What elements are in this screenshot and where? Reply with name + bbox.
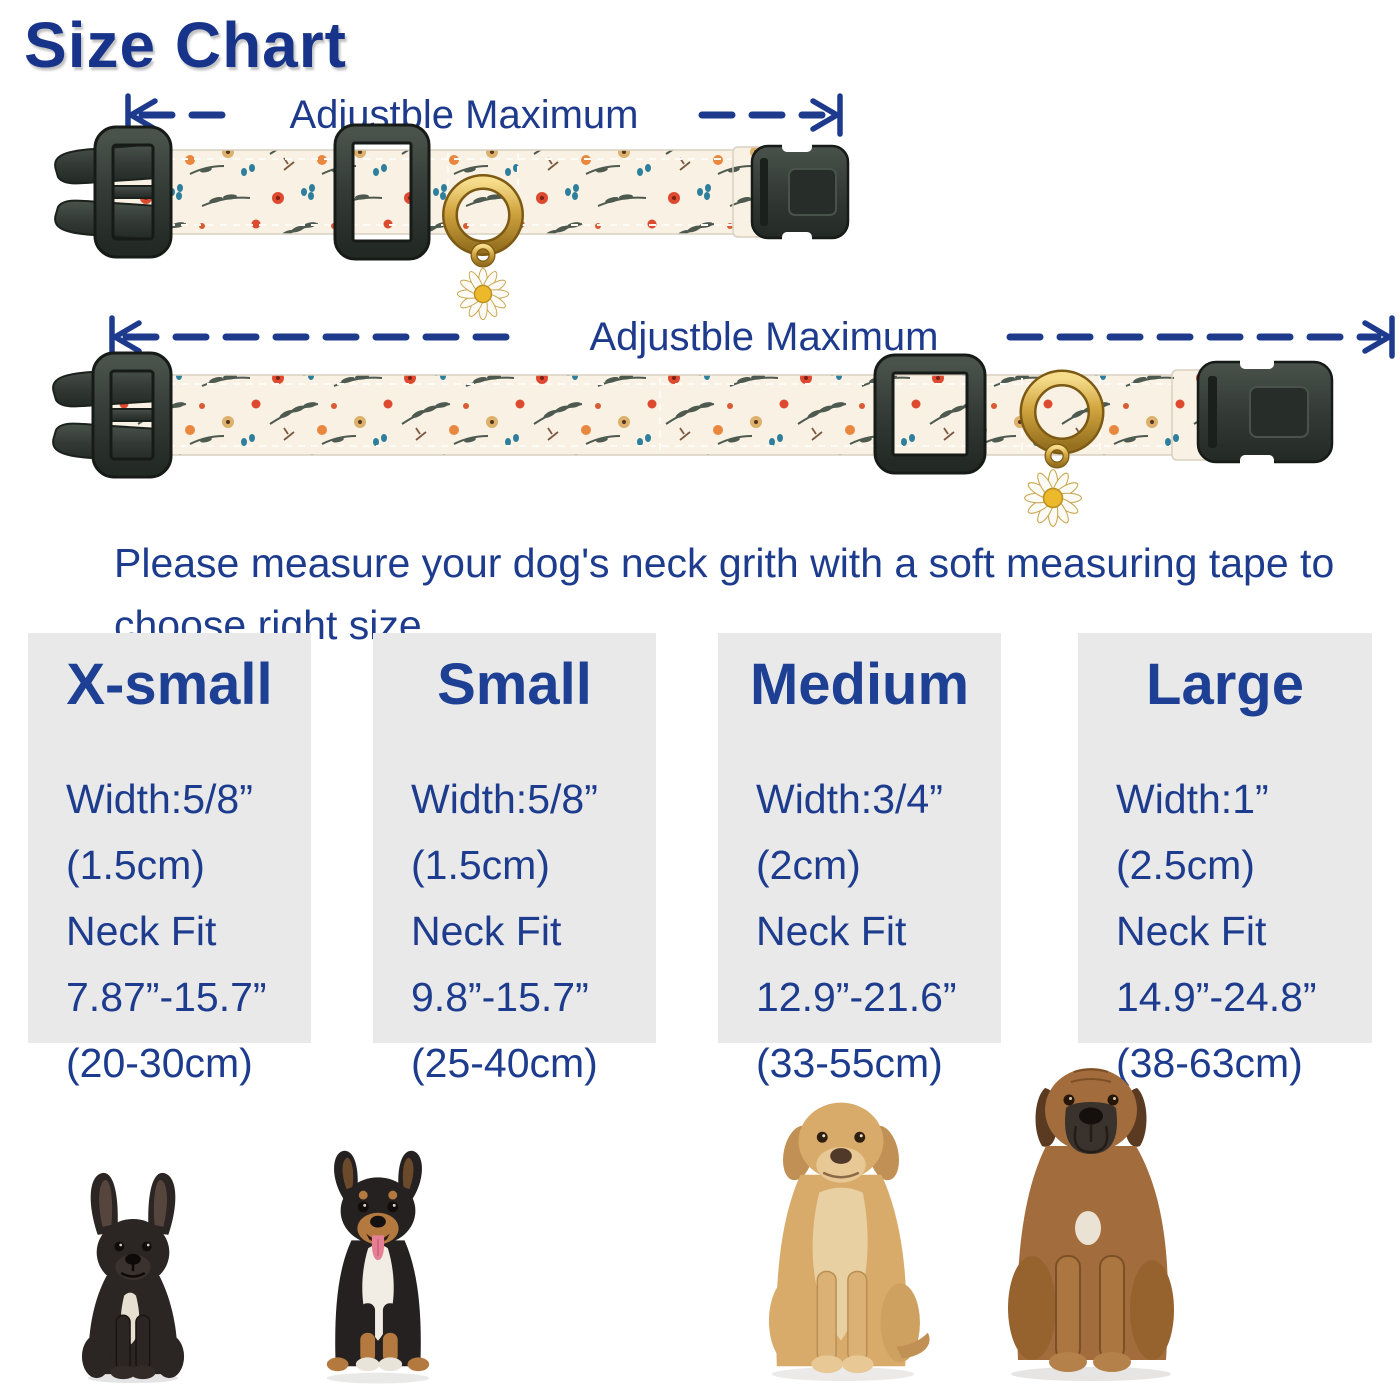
daisy-charm-icon — [456, 267, 510, 321]
spec-line: Width:5/8” — [66, 776, 253, 822]
labrador-photo — [768, 1102, 930, 1382]
buckle-housing-large — [1196, 356, 1334, 468]
spec-line: (33-55cm) — [756, 1040, 943, 1086]
gold-ring-large — [1019, 369, 1105, 469]
spec-line: 7.87”-15.7” — [66, 974, 267, 1020]
spec-line: (25-40cm) — [411, 1040, 598, 1086]
buckle-housing-small — [750, 140, 850, 244]
spec-line: (1.5cm) — [411, 842, 550, 888]
spec-line: (20-30cm) — [66, 1040, 253, 1086]
size-card-small: Small Width:5/8” (1.5cm) Neck Fit 9.8”-1… — [373, 633, 656, 1086]
size-card-large: Large Width:1” (2.5cm) Neck Fit 14.9”-24… — [1078, 633, 1372, 1086]
spec-line: Neck Fit — [66, 908, 217, 954]
adjustable-arrow-large-icon — [109, 315, 1395, 359]
spec-line: Width:1” — [1116, 776, 1269, 822]
spec-line: (38-63cm) — [1116, 1040, 1303, 1086]
mastiff-photo — [1008, 1068, 1174, 1381]
collar-small — [54, 123, 850, 321]
slider-large — [873, 353, 987, 475]
spec-line: Neck Fit — [756, 908, 907, 954]
spec-line: 9.8”-15.7” — [411, 974, 589, 1020]
spec-line: 12.9”-21.6” — [756, 974, 957, 1020]
size-card-xsmall: X-small Width:5/8” (1.5cm) Neck Fit 7.87… — [28, 633, 311, 1086]
gold-ring-small — [442, 174, 524, 268]
spec-line: Neck Fit — [411, 908, 562, 954]
page-title: Size Chart — [24, 9, 347, 81]
collar-large — [52, 351, 1334, 528]
spec-line: Neck Fit — [1116, 908, 1267, 954]
spec-line: (2cm) — [756, 842, 861, 888]
size-card-medium: Medium Width:3/4” (2cm) Neck Fit 12.9”-2… — [718, 633, 1001, 1086]
spec-line: Width:3/4” — [756, 776, 943, 822]
adjustable-arrow-small-icon — [125, 93, 843, 137]
collar-diagram: Adjustble Maximum — [52, 93, 1395, 528]
size-name: Medium — [749, 652, 970, 717]
slider-small — [333, 123, 431, 261]
spec-line: 14.9”-24.8” — [1116, 974, 1317, 1020]
size-name: X-small — [66, 652, 273, 717]
spec-line: (2.5cm) — [1116, 842, 1255, 888]
daisy-charm-icon — [1023, 468, 1083, 528]
size-name: Small — [437, 652, 592, 717]
spec-line: (1.5cm) — [66, 842, 205, 888]
spec-line: Width:5/8” — [411, 776, 598, 822]
size-name: Large — [1146, 652, 1304, 717]
arrow-label-large: Adjustble Maximum — [589, 315, 938, 359]
french-bulldog-photo — [81, 1172, 185, 1384]
small-terrier-photo — [326, 1150, 430, 1384]
